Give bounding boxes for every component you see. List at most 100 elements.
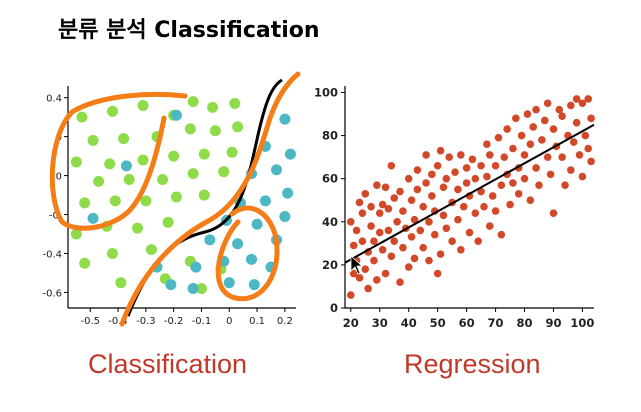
red-point bbox=[422, 179, 430, 187]
cursor-icon bbox=[350, 255, 364, 275]
orange-boundary-stroke bbox=[119, 71, 301, 327]
red-point bbox=[575, 151, 584, 159]
x-tick-label: 60 bbox=[459, 316, 475, 330]
green-point bbox=[137, 99, 149, 111]
red-point bbox=[416, 226, 425, 235]
orange-circle-left bbox=[49, 91, 188, 231]
x-tick-label: 0.1 bbox=[249, 316, 265, 327]
red-point bbox=[538, 136, 546, 144]
red-point bbox=[558, 112, 566, 120]
green-point bbox=[232, 121, 244, 133]
teal-point bbox=[259, 195, 271, 207]
red-point bbox=[454, 215, 462, 224]
red-point bbox=[529, 123, 537, 131]
red-point bbox=[494, 133, 503, 142]
red-point bbox=[491, 207, 500, 215]
teal-point bbox=[87, 212, 99, 224]
red-point bbox=[422, 151, 430, 159]
red-point bbox=[442, 174, 451, 183]
green-point bbox=[106, 247, 118, 259]
red-point bbox=[349, 241, 358, 250]
red-point bbox=[378, 200, 387, 209]
red-point bbox=[419, 243, 427, 252]
red-point bbox=[497, 230, 506, 239]
red-point bbox=[485, 222, 494, 230]
red-point bbox=[543, 153, 552, 161]
green-point bbox=[195, 283, 207, 295]
green-point bbox=[184, 123, 196, 135]
red-point bbox=[413, 185, 422, 194]
red-point bbox=[370, 256, 378, 265]
red-point bbox=[407, 233, 416, 241]
red-point bbox=[509, 144, 517, 153]
red-point bbox=[413, 166, 422, 174]
red-point bbox=[346, 217, 355, 226]
y-tick-label: -0. bbox=[49, 211, 62, 222]
red-point bbox=[375, 209, 384, 217]
red-point bbox=[462, 164, 471, 172]
red-point bbox=[448, 237, 456, 245]
red-point bbox=[393, 217, 401, 226]
green-point bbox=[118, 133, 130, 145]
green-point bbox=[170, 191, 182, 203]
y-tick-label: 60 bbox=[322, 172, 338, 186]
red-point bbox=[567, 166, 575, 174]
red-point bbox=[407, 196, 416, 205]
green-point bbox=[198, 189, 210, 201]
teal-point bbox=[251, 218, 263, 230]
red-point bbox=[457, 151, 465, 159]
teal-point bbox=[190, 261, 202, 273]
red-point bbox=[477, 187, 485, 196]
teal-point bbox=[279, 113, 291, 125]
y-tick-label: 0.4 bbox=[46, 94, 62, 105]
red-point bbox=[399, 243, 407, 252]
x-tick-label: 20 bbox=[343, 316, 359, 330]
green-point bbox=[104, 158, 116, 170]
green-point bbox=[187, 96, 199, 108]
teal-point bbox=[165, 279, 177, 291]
red-point bbox=[572, 118, 581, 127]
y-tick-label: 80 bbox=[322, 129, 338, 143]
red-point bbox=[358, 237, 367, 245]
red-point bbox=[520, 174, 529, 183]
teal-point bbox=[246, 253, 258, 265]
red-point bbox=[457, 246, 465, 254]
teal-point bbox=[282, 187, 294, 199]
red-point bbox=[480, 202, 488, 211]
red-point bbox=[584, 144, 593, 153]
teal-point bbox=[204, 234, 216, 246]
red-point bbox=[361, 189, 370, 198]
red-point bbox=[358, 209, 367, 217]
x-tick-label: 0.2 bbox=[277, 316, 293, 327]
red-point bbox=[346, 291, 355, 299]
red-point bbox=[370, 237, 378, 245]
red-point bbox=[364, 284, 372, 293]
green-point bbox=[226, 146, 238, 158]
red-point bbox=[404, 174, 413, 183]
red-point bbox=[381, 269, 390, 278]
red-point bbox=[561, 181, 569, 189]
red-point bbox=[404, 263, 413, 271]
red-point bbox=[506, 200, 514, 209]
red-point bbox=[532, 105, 540, 114]
red-point bbox=[567, 101, 575, 110]
red-point bbox=[535, 181, 543, 189]
red-point bbox=[587, 157, 595, 166]
red-point bbox=[462, 179, 471, 187]
x-tick-label: 100 bbox=[570, 316, 594, 330]
red-point bbox=[509, 179, 517, 187]
red-point bbox=[474, 237, 482, 245]
red-point bbox=[569, 138, 578, 146]
red-point bbox=[439, 211, 448, 220]
red-point bbox=[497, 181, 506, 189]
red-point bbox=[355, 198, 364, 207]
x-tick-label: -0.1 bbox=[192, 316, 212, 327]
green-point bbox=[79, 257, 91, 269]
green-point bbox=[218, 166, 230, 178]
red-point bbox=[572, 95, 581, 103]
red-point bbox=[578, 172, 587, 181]
red-point bbox=[373, 181, 381, 189]
red-point bbox=[512, 114, 520, 123]
red-point bbox=[399, 207, 407, 215]
green-point bbox=[168, 150, 180, 162]
